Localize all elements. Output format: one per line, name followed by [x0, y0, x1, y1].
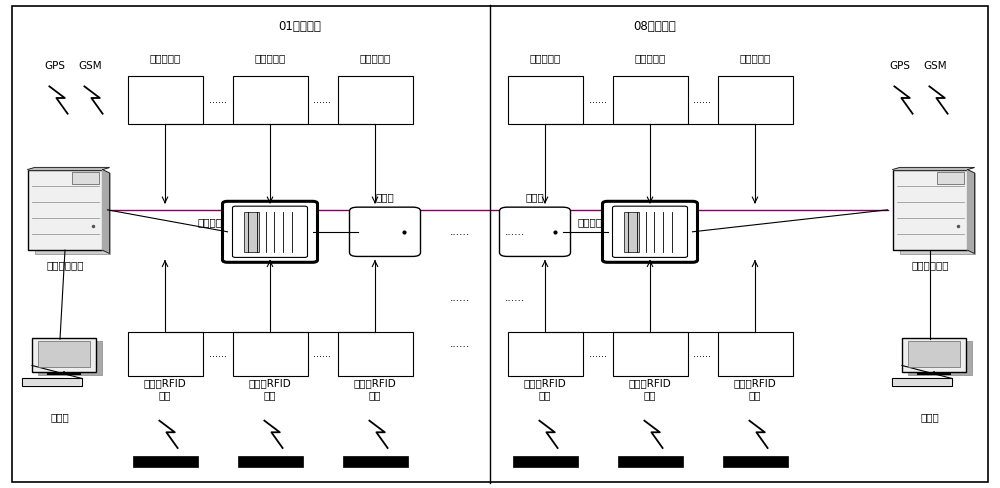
FancyBboxPatch shape	[500, 207, 570, 257]
Bar	[937, 172, 964, 184]
Text: ......: ......	[588, 349, 606, 359]
Text: ......: ......	[505, 293, 525, 303]
Text: 监测主机: 监测主机	[578, 217, 602, 227]
Polygon shape	[28, 167, 110, 170]
Bar	[338, 76, 413, 124]
Bar	[34, 173, 110, 254]
Text: 01车货仓区: 01车货仓区	[279, 20, 321, 33]
Text: 测重传感器: 测重传感器	[529, 54, 561, 63]
Text: 监测主机: 监测主机	[198, 217, 222, 227]
Bar	[232, 76, 308, 124]
Bar	[612, 76, 688, 124]
Bar	[28, 170, 103, 250]
Polygon shape	[103, 170, 110, 254]
Bar	[893, 170, 968, 250]
Text: 显示器: 显示器	[376, 192, 394, 202]
Text: 集装筱RFID
标签: 集装筱RFID 标签	[734, 378, 776, 400]
Text: 集装筱RFID
标签: 集装筱RFID 标签	[144, 378, 186, 400]
Bar	[72, 172, 99, 184]
Text: ......: ......	[209, 95, 227, 105]
Polygon shape	[893, 167, 974, 170]
Bar	[624, 212, 639, 252]
FancyBboxPatch shape	[612, 206, 688, 258]
Bar	[908, 341, 960, 366]
Text: 测重传感器: 测重传感器	[634, 54, 666, 63]
Bar	[32, 338, 96, 372]
Text: 集装筱RFID
标签: 集装筱RFID 标签	[629, 378, 671, 400]
Bar	[338, 332, 413, 376]
Text: 测重传感器: 测重传感器	[254, 54, 286, 63]
Text: GSM: GSM	[923, 61, 947, 71]
Bar	[342, 456, 408, 467]
Polygon shape	[968, 170, 974, 254]
Bar	[718, 332, 792, 376]
Text: 综合处理主机: 综合处理主机	[911, 260, 949, 270]
Text: 显示器: 显示器	[51, 412, 69, 422]
Text: 08车货仓区: 08车货仓区	[634, 20, 676, 33]
Bar	[38, 341, 102, 375]
Bar	[508, 76, 582, 124]
FancyBboxPatch shape	[602, 201, 698, 262]
Text: 测重传感器: 测重传感器	[739, 54, 771, 63]
Bar	[238, 456, 302, 467]
Bar	[128, 332, 202, 376]
Text: ......: ......	[450, 339, 470, 349]
Bar	[892, 379, 952, 386]
FancyBboxPatch shape	[232, 206, 308, 258]
Text: 测重传感器: 测重传感器	[359, 54, 391, 63]
Bar	[902, 338, 966, 372]
Text: ......: ......	[450, 227, 470, 237]
FancyBboxPatch shape	[350, 207, 420, 257]
Text: 综合处理主机: 综合处理主机	[46, 260, 84, 270]
Text: 显示器: 显示器	[921, 412, 939, 422]
Text: 集装筱RFID
标签: 集装筱RFID 标签	[524, 378, 566, 400]
Bar	[22, 379, 82, 386]
Text: ......: ......	[505, 227, 525, 237]
Bar	[232, 332, 308, 376]
Text: ......: ......	[209, 349, 227, 359]
Bar	[908, 341, 972, 375]
Text: ......: ......	[450, 293, 470, 303]
Text: ......: ......	[588, 95, 606, 105]
Text: 集装筱RFID
标签: 集装筱RFID 标签	[354, 378, 396, 400]
Bar	[612, 332, 688, 376]
Text: ......: ......	[314, 349, 332, 359]
Text: 显示器: 显示器	[526, 192, 544, 202]
Text: 集装筱RFID
标签: 集装筱RFID 标签	[249, 378, 291, 400]
Bar	[132, 456, 198, 467]
Bar	[722, 456, 788, 467]
Text: ......: ......	[314, 95, 332, 105]
Bar	[900, 173, 975, 254]
Bar	[128, 76, 202, 124]
Text: GPS: GPS	[44, 61, 66, 71]
Bar	[38, 341, 90, 366]
FancyBboxPatch shape	[222, 201, 318, 262]
Text: GPS: GPS	[890, 61, 910, 71]
Bar	[718, 76, 792, 124]
Text: ......: ......	[694, 95, 712, 105]
Text: ......: ......	[694, 349, 712, 359]
Bar	[244, 212, 259, 252]
Bar	[508, 332, 582, 376]
Text: 测重传感器: 测重传感器	[149, 54, 181, 63]
Bar	[618, 456, 682, 467]
Bar	[513, 456, 578, 467]
Text: GSM: GSM	[78, 61, 102, 71]
